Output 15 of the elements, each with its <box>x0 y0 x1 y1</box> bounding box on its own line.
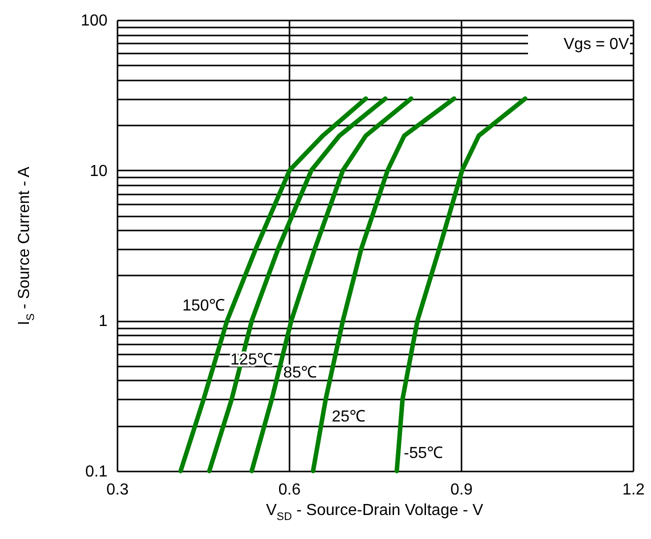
x-tick-label: 0.9 <box>450 482 473 498</box>
x-tick-label: 0.6 <box>278 482 301 498</box>
series-label: 25℃ <box>332 408 366 426</box>
line-series <box>178 96 368 474</box>
y-axis-title: IS - Source Current - A <box>16 166 37 326</box>
series-label: 150℃ <box>182 298 226 315</box>
series-label: -55℃ <box>404 445 443 462</box>
x-tick-label: 1.2 <box>622 482 645 498</box>
y-tick-label: 0.1 <box>85 464 108 480</box>
x-tick-label: 0.3 <box>106 482 129 498</box>
annotation: Vgs = 0V <box>564 36 630 53</box>
y-tick-label: 100 <box>80 12 108 30</box>
y-tick-label: 10 <box>90 162 108 180</box>
line-series <box>394 96 528 474</box>
y-tick-label: 1 <box>98 313 108 330</box>
